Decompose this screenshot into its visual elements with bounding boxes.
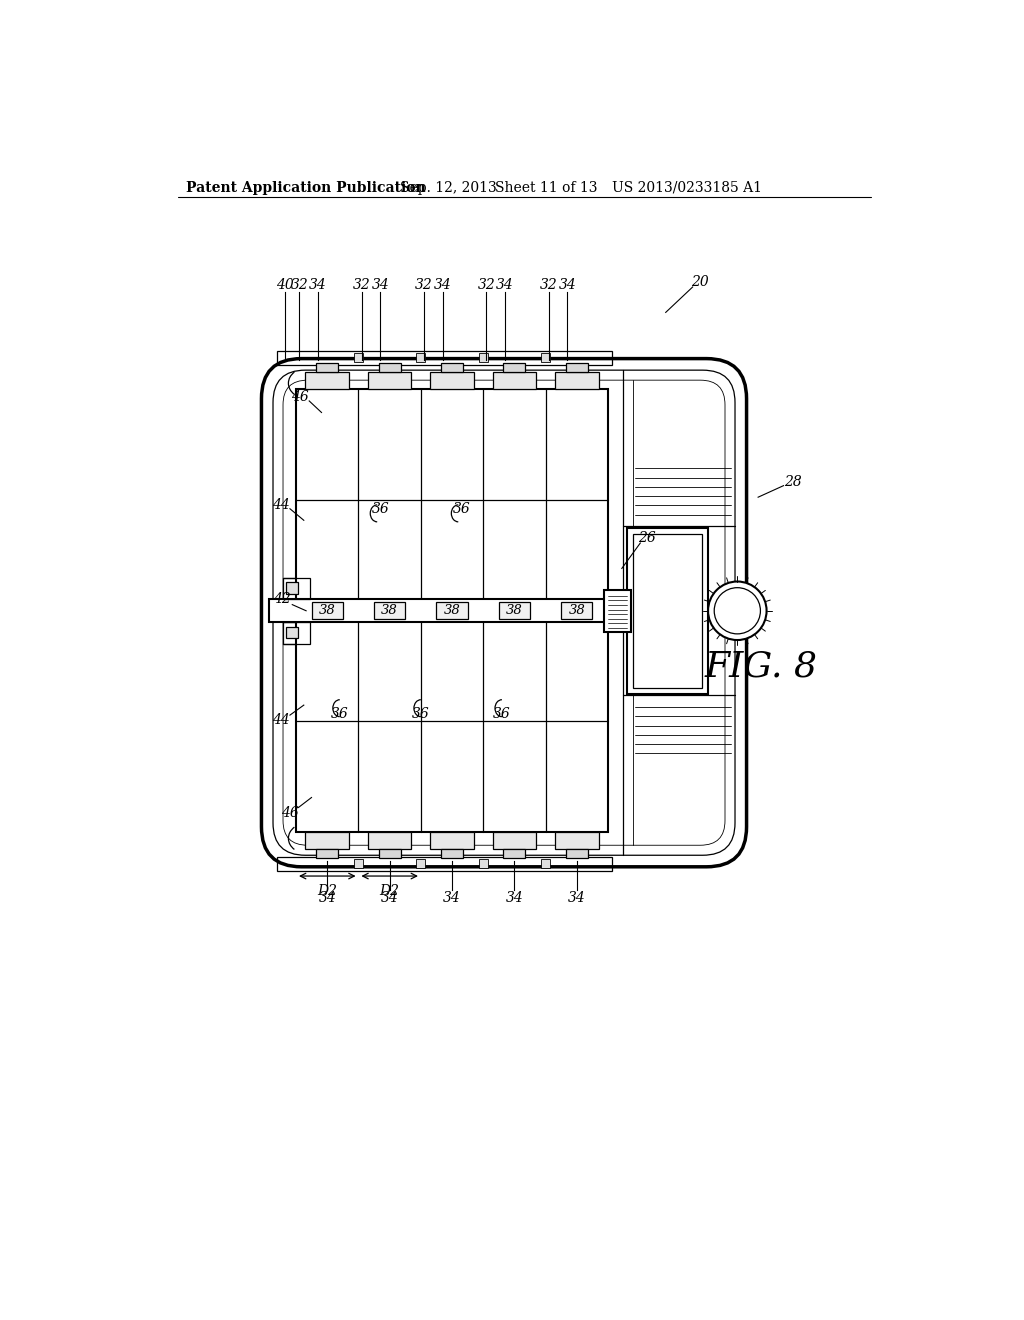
Bar bbox=[305, 372, 349, 389]
Text: FIG. 8: FIG. 8 bbox=[705, 649, 817, 684]
Text: 46: 46 bbox=[281, 807, 299, 820]
Bar bbox=[311, 602, 343, 619]
Bar bbox=[379, 849, 400, 858]
Text: 44: 44 bbox=[271, 714, 290, 727]
Bar bbox=[430, 832, 474, 849]
Bar bbox=[283, 578, 310, 599]
Text: 34: 34 bbox=[568, 891, 586, 904]
Text: 38: 38 bbox=[443, 605, 461, 618]
Text: 38: 38 bbox=[381, 605, 398, 618]
Text: 32: 32 bbox=[415, 279, 433, 293]
Bar bbox=[430, 372, 474, 389]
Bar bbox=[416, 354, 425, 363]
Text: 32: 32 bbox=[291, 279, 308, 293]
Text: 36: 36 bbox=[372, 502, 389, 516]
Text: 34: 34 bbox=[558, 279, 577, 293]
Bar bbox=[566, 849, 588, 858]
Text: US 2013/0233185 A1: US 2013/0233185 A1 bbox=[611, 181, 762, 194]
Bar bbox=[368, 832, 412, 849]
Text: 36: 36 bbox=[412, 708, 430, 721]
Bar bbox=[441, 363, 463, 372]
Bar bbox=[493, 832, 537, 849]
Bar bbox=[416, 859, 425, 869]
Bar bbox=[504, 363, 525, 372]
Text: 32: 32 bbox=[540, 279, 558, 293]
Bar bbox=[555, 832, 599, 849]
Bar bbox=[305, 832, 349, 849]
Text: 32: 32 bbox=[352, 279, 371, 293]
Text: 34: 34 bbox=[318, 891, 336, 904]
Text: 36: 36 bbox=[494, 708, 511, 721]
Bar bbox=[269, 599, 611, 622]
Bar bbox=[296, 389, 608, 832]
Bar bbox=[499, 602, 530, 619]
Text: 36: 36 bbox=[331, 708, 348, 721]
Bar bbox=[541, 354, 550, 363]
Bar bbox=[436, 602, 468, 619]
Bar bbox=[286, 627, 298, 639]
Text: Sheet 11 of 13: Sheet 11 of 13 bbox=[495, 181, 597, 194]
Bar bbox=[478, 859, 487, 869]
Text: Patent Application Publication: Patent Application Publication bbox=[186, 181, 426, 194]
Text: 34: 34 bbox=[309, 279, 327, 293]
Text: 34: 34 bbox=[443, 891, 461, 904]
Bar bbox=[504, 849, 525, 858]
Bar bbox=[628, 528, 708, 694]
Bar bbox=[276, 857, 611, 871]
Text: 40: 40 bbox=[275, 279, 294, 293]
Text: 38: 38 bbox=[568, 605, 585, 618]
Text: 34: 34 bbox=[372, 279, 389, 293]
Bar bbox=[604, 590, 631, 632]
Text: 34: 34 bbox=[381, 891, 398, 904]
Bar bbox=[441, 849, 463, 858]
Text: 34: 34 bbox=[497, 279, 514, 293]
Bar bbox=[276, 351, 611, 364]
Text: D2: D2 bbox=[317, 883, 337, 898]
Text: 46: 46 bbox=[291, 391, 309, 404]
Text: 36: 36 bbox=[453, 502, 470, 516]
Bar bbox=[541, 859, 550, 869]
Text: 34: 34 bbox=[506, 891, 523, 904]
Text: 26: 26 bbox=[638, 531, 655, 545]
Text: 44: 44 bbox=[271, 498, 290, 512]
Bar bbox=[634, 533, 701, 688]
Text: 20: 20 bbox=[691, 275, 710, 289]
Bar bbox=[316, 849, 338, 858]
Text: 28: 28 bbox=[784, 475, 802, 488]
Bar bbox=[561, 602, 592, 619]
Text: 42: 42 bbox=[273, 593, 291, 606]
Bar bbox=[354, 859, 364, 869]
Text: 32: 32 bbox=[477, 279, 496, 293]
Bar bbox=[286, 582, 298, 594]
Text: Sep. 12, 2013: Sep. 12, 2013 bbox=[400, 181, 497, 194]
Bar bbox=[354, 354, 364, 363]
Bar bbox=[374, 602, 406, 619]
Bar bbox=[493, 372, 537, 389]
Bar bbox=[368, 372, 412, 389]
Bar bbox=[566, 363, 588, 372]
Bar bbox=[478, 354, 487, 363]
Text: 34: 34 bbox=[434, 279, 452, 293]
Bar bbox=[316, 363, 338, 372]
Bar bbox=[379, 363, 400, 372]
Text: 38: 38 bbox=[318, 605, 336, 618]
Circle shape bbox=[708, 582, 767, 640]
Text: D2: D2 bbox=[380, 883, 399, 898]
Bar bbox=[555, 372, 599, 389]
Bar bbox=[283, 622, 310, 644]
Text: 38: 38 bbox=[506, 605, 523, 618]
